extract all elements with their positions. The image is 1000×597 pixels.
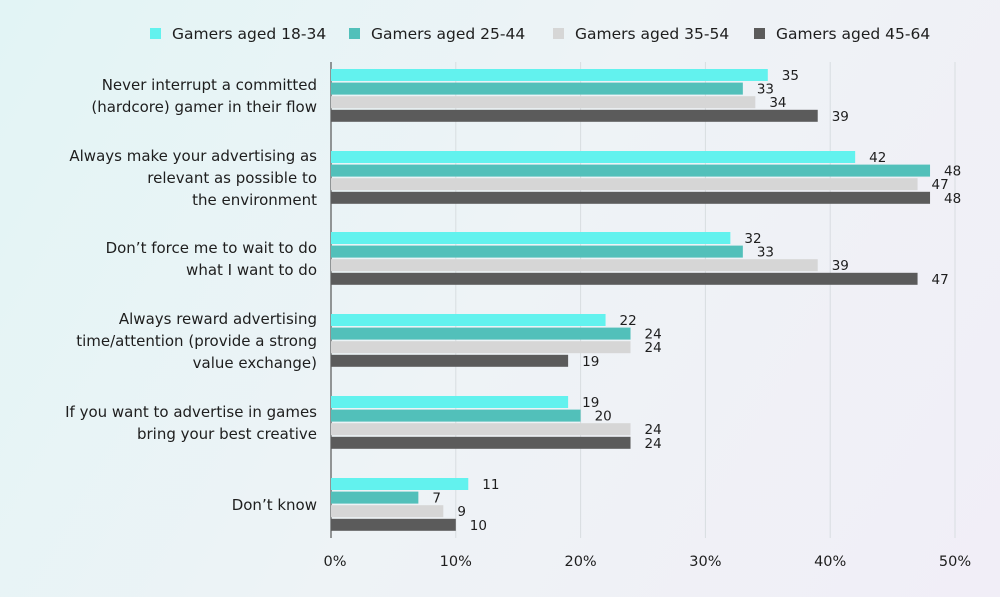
bar [331, 396, 569, 408]
category-label: Don’t know [232, 496, 317, 514]
data-label: 34 [769, 95, 786, 111]
bar [331, 505, 444, 518]
bar [331, 478, 469, 490]
legend-swatch [349, 28, 360, 39]
bar [331, 151, 856, 163]
bar [331, 82, 743, 95]
legend-label: Gamers aged 35-54 [575, 25, 729, 43]
data-label: 20 [595, 409, 612, 425]
data-label: 9 [457, 504, 466, 520]
legend-label: Gamers aged 25-44 [371, 25, 525, 43]
bar [331, 491, 419, 504]
data-label: 7 [432, 491, 441, 507]
category-label: the environment [192, 191, 317, 209]
data-label: 32 [744, 231, 761, 247]
category-label: relevant as possible to [147, 169, 317, 187]
category-label: value exchange) [193, 354, 317, 372]
data-label: 19 [582, 354, 599, 370]
data-label: 24 [645, 436, 662, 452]
legend-label: Gamers aged 18-34 [172, 25, 326, 43]
category-label: what I want to do [186, 261, 317, 279]
bar [331, 327, 631, 340]
bar [331, 69, 768, 81]
legend-swatch [754, 28, 765, 39]
data-label: 24 [645, 340, 662, 356]
legend-swatch [150, 28, 161, 39]
data-label: 39 [832, 109, 849, 125]
data-label: 48 [944, 164, 961, 180]
bar [331, 259, 818, 272]
data-label: 22 [620, 313, 637, 329]
data-label: 19 [582, 395, 599, 411]
category-label: time/attention (provide a strong [76, 332, 317, 350]
bar [331, 409, 581, 422]
bar [331, 314, 606, 326]
category-label: bring your best creative [137, 425, 317, 443]
legend-swatch [553, 28, 564, 39]
category-label: If you want to advertise in games [65, 403, 317, 421]
bar [331, 272, 918, 285]
x-tick-label: 10% [440, 554, 472, 570]
data-label: 33 [757, 82, 774, 98]
bar [331, 354, 569, 367]
bar [331, 436, 631, 449]
x-tick-label: 30% [689, 554, 721, 570]
x-tick-label: 50% [939, 554, 971, 570]
data-label: 11 [482, 477, 499, 493]
bar [331, 245, 743, 258]
data-label: 10 [470, 518, 487, 534]
data-label: 42 [869, 150, 886, 166]
category-label: Don’t force me to wait to do [106, 239, 317, 257]
bar [331, 341, 631, 354]
bar [331, 232, 731, 244]
data-label: 47 [932, 177, 949, 193]
bar [331, 178, 918, 191]
bar [331, 109, 818, 122]
category-label: Always reward advertising [119, 310, 317, 328]
data-label: 39 [832, 258, 849, 274]
x-tick-label: 0% [323, 554, 346, 570]
data-label: 47 [932, 272, 949, 288]
bar [331, 164, 931, 177]
data-label: 35 [782, 68, 799, 84]
legend-label: Gamers aged 45-64 [776, 25, 930, 43]
x-tick-label: 20% [564, 554, 596, 570]
bar [331, 518, 456, 531]
x-tick-label: 40% [814, 554, 846, 570]
bar [331, 96, 756, 109]
data-label: 24 [645, 422, 662, 438]
data-label: 33 [757, 245, 774, 261]
data-label: 24 [645, 327, 662, 343]
bar [331, 191, 931, 204]
category-label: Never interrupt a committed [102, 76, 317, 94]
data-label: 48 [944, 191, 961, 207]
category-label: (hardcore) gamer in their flow [91, 98, 317, 116]
bar [331, 423, 631, 436]
category-label: Always make your advertising as [69, 147, 317, 165]
